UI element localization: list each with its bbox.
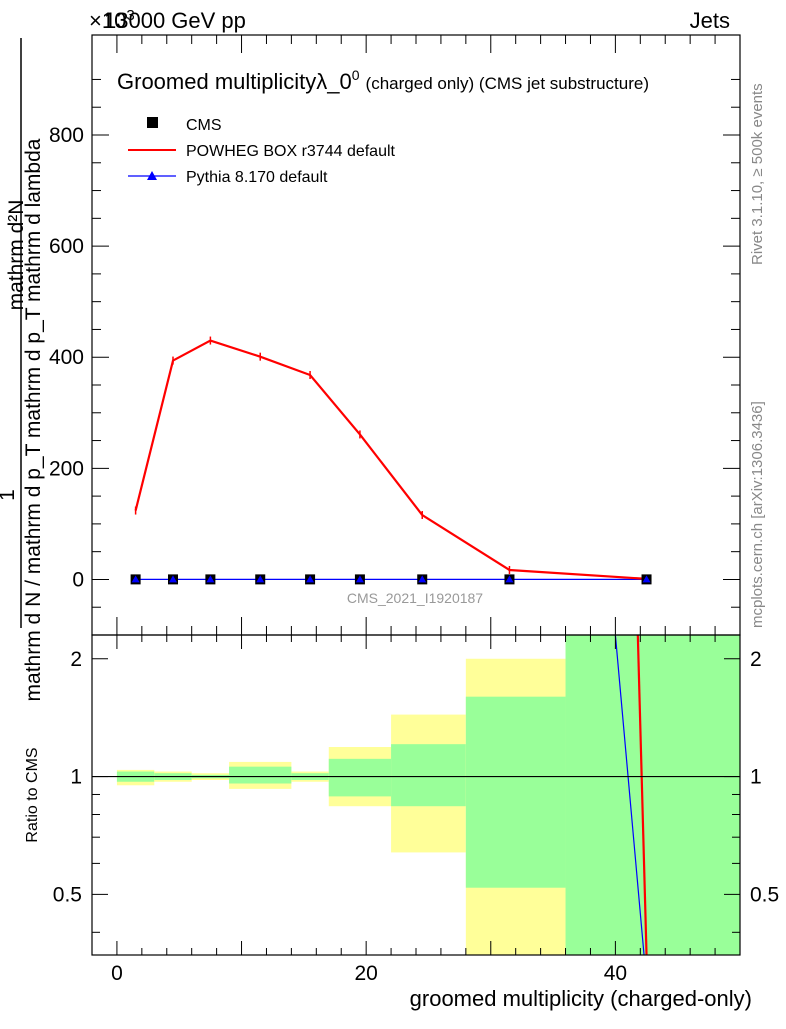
ratio-band-green	[565, 635, 740, 955]
exponent-label: ×103	[89, 7, 135, 33]
legend-cms-label: CMS	[186, 117, 222, 134]
legend-pythia-marker	[147, 171, 157, 180]
pythia-point	[169, 575, 177, 583]
axis-ticks	[92, 35, 741, 955]
axis-tick-labels: 0 200 400 600 800 0 20 40 0.5 0.5 1 1 2 2	[49, 124, 779, 985]
powheg-line	[134, 339, 647, 580]
y-tick-label: 400	[49, 346, 84, 369]
ratio-tick-label: 2	[70, 648, 82, 671]
plot-title: Groomed multiplicityλ_00 (charged only) (…	[117, 67, 649, 94]
y-tick-label: 200	[49, 457, 84, 480]
ratio-band-green	[465, 696, 566, 888]
pythia-point	[306, 575, 315, 583]
ratio-bands	[116, 635, 740, 955]
pythia-point	[418, 575, 427, 583]
pythia-point	[355, 575, 364, 583]
legend-cms-marker	[147, 117, 158, 128]
legend-powheg-label: POWHEG BOX r3744 default	[186, 143, 396, 160]
pythia-point	[206, 575, 215, 583]
mcplots-label: mcplots.cern.ch [arXiv:1306.3436]	[749, 401, 766, 628]
main-series	[130, 336, 652, 585]
pythia-point	[256, 575, 265, 583]
x-tick-label: 0	[111, 962, 123, 985]
ratio-band-green	[328, 758, 392, 797]
ratio-band-green	[391, 744, 466, 807]
pythia-point	[642, 575, 651, 583]
y-tick-label: 800	[49, 124, 84, 147]
y-tick-label: 0	[72, 568, 84, 591]
ratio-tick-label-right: 1	[750, 766, 762, 789]
ratio-line	[614, 634, 645, 956]
ratio-tick-label: 1	[70, 766, 82, 789]
x-tick-label: 20	[354, 962, 377, 985]
ratio-ylabel: Ratio to CMS	[24, 747, 41, 842]
ratio-lines	[614, 634, 648, 956]
energy-label: 13000 GeV pp	[104, 8, 246, 33]
ratio-tick-label-right: 2	[750, 648, 762, 671]
ratio-band-green	[229, 766, 292, 784]
ylabel-one: 1	[0, 489, 19, 501]
pythia-point	[131, 575, 140, 583]
ratio-line	[636, 634, 648, 956]
main-ylabel: mathrm d²N mathrm d N / mathrm d p_T mat…	[0, 38, 45, 701]
pythia-point	[505, 575, 514, 583]
process-label: Jets	[690, 8, 730, 33]
xlabel: groomed multiplicity (charged-only)	[410, 986, 752, 1011]
analysis-watermark: CMS_2021_I1920187	[347, 590, 483, 606]
x-tick-label: 40	[604, 962, 627, 985]
ylabel-numerator: mathrm d²N	[5, 200, 28, 311]
ylabel-denominator: mathrm d N / mathrm d p_T mathrm d p_T m…	[22, 138, 45, 701]
y-tick-label: 600	[49, 235, 84, 258]
ratio-tick-label: 0.5	[53, 883, 82, 906]
rivet-label: Rivet 3.1.10, ≥ 500k events	[749, 83, 766, 265]
ratio-tick-label-right: 0.5	[750, 883, 779, 906]
legend-pythia-label: Pythia 8.170 default	[186, 169, 328, 186]
legend: CMS POWHEG BOX r3744 default Pythia 8.17…	[128, 117, 396, 186]
